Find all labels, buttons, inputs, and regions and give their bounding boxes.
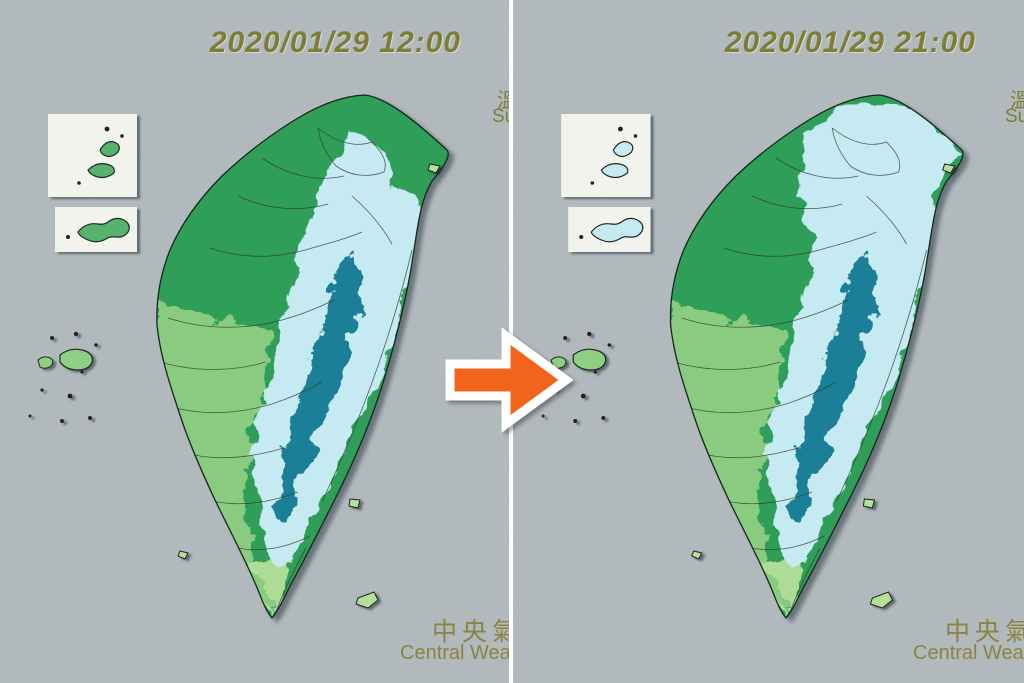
edge-label-cn: 溫: [1010, 90, 1024, 112]
timestamp-label: 2020/01/29 12:00: [209, 26, 461, 59]
edge-label-en: Su: [492, 106, 509, 127]
agency-name-en: Central Weather Bureau: [913, 642, 1024, 664]
map-panel-1200: 2020/01/29 12:00 溫 Su 中央氣象局 Central Weat…: [0, 0, 509, 683]
timestamp-label: 2020/01/29 21:00: [724, 26, 976, 59]
temperature-map-2100: [513, 0, 1024, 683]
edge-label-cn: 溫: [497, 90, 509, 112]
matsu-kinmen-insets: [47, 113, 138, 253]
edge-label-en: Su: [1005, 106, 1024, 127]
map-panel-2100: 2020/01/29 21:00 溫 Su 中央氣象局 Central Weat…: [513, 0, 1024, 683]
agency-name-en: Central Weather Bureau: [400, 642, 509, 664]
agency-name-cn: 中央氣象局: [432, 618, 509, 646]
agency-name-cn: 中央氣象局: [945, 618, 1024, 646]
temperature-map-1200: [0, 0, 509, 683]
forward-arrow-icon: [445, 327, 574, 433]
matsu-kinmen-insets: [560, 113, 652, 253]
